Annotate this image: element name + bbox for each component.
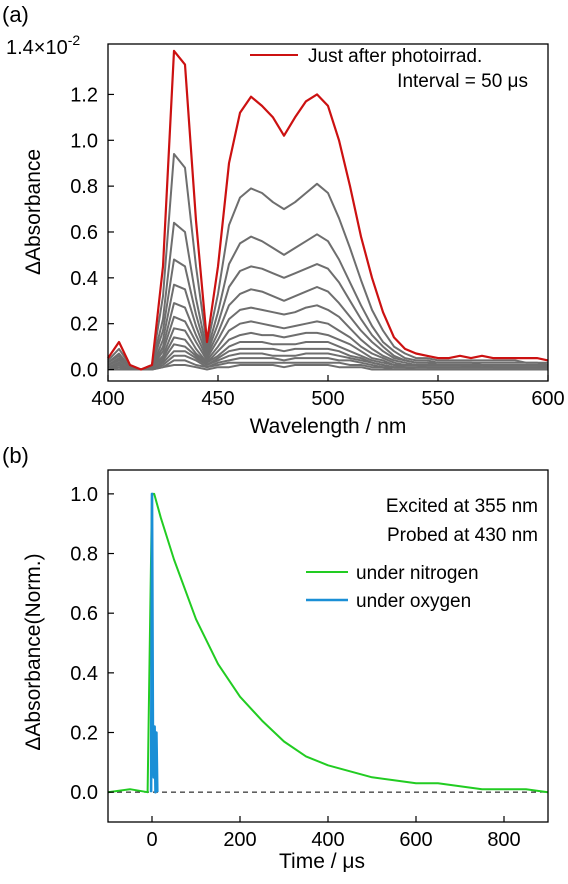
panel-a-series-initial [107,49,549,371]
b-y-tick-label-5: 1.0 [70,484,98,506]
panel-a-series-decay-11 [108,354,548,371]
panel-b-series-group [107,492,549,794]
panel-a-y-exponent-label: 1.4×10-2 [6,32,80,59]
panel-a-y-ticks: 0.0 0.2 0.4 0.6 0.8 1.0 1.2 [70,84,114,382]
panel-b-annotation-probed: Probed at 430 nm [387,525,538,546]
a-y-tick-label-1: 0.2 [70,314,98,336]
panel-b-label: (b) [2,443,29,468]
a-y-tick-label-6: 1.2 [70,84,98,106]
a-x-tick-label-4: 600 [531,388,564,410]
panel-b-legend-label-nitrogen: under nitrogen [356,563,479,584]
panel-a-x-axis-label: Wavelength / nm [250,415,407,438]
a-x-tick-label-2: 500 [311,388,344,410]
a-y-tick-label-2: 0.4 [70,268,98,290]
panel-b-x-ticks: 0 200 400 600 800 [146,816,521,851]
b-x-tick-label-1: 200 [223,829,256,851]
panel-a-chart: 400 450 500 550 600 0.0 0.2 0.4 0.6 0.8 1.0 1.2 1.… [6,32,565,438]
panel-a-series-decay-1 [107,153,548,371]
b-y-tick-label-0: 0.0 [70,782,98,804]
a-x-tick-label-0: 400 [91,388,124,410]
a-y-tick-label-3: 0.6 [70,222,98,244]
panel-b-y-axis-label: ΔAbsorbance(Norm.) [22,553,45,750]
b-x-tick-label-0: 0 [146,829,157,851]
a-x-tick-label-3: 550 [421,388,454,410]
b-y-tick-label-3: 0.6 [70,603,98,625]
panel-a-series-decay-6 [107,315,548,371]
panel-b-chart: 0 200 400 600 800 0.0 0.2 0.4 0.6 0.8 1.0 Time / … [22,469,549,873]
b-x-tick-label-2: 400 [311,829,344,851]
panel-a-label: (a) [2,2,29,27]
panel-a-interval-annotation: Interval = 50 μs [397,71,528,92]
a-x-tick-label-1: 450 [201,388,234,410]
panel-a-series-decay-4 [107,283,548,371]
a-y-tick-label-0: 0.0 [70,360,98,382]
panel-a-y-axis-label: ΔAbsorbance [22,149,45,275]
a-y-tick-label-4: 0.8 [70,176,98,198]
panel-b-y-ticks: 0.0 0.2 0.4 0.6 0.8 1.0 [70,484,114,804]
panel-a-series-group [107,49,549,371]
panel-a-series-decay-2 [107,221,549,371]
panel-a-x-ticks: 400 450 500 550 600 [91,375,565,410]
a-y-tick-label-5: 1.0 [70,130,98,152]
b-x-tick-label-4: 800 [487,829,520,851]
b-y-tick-label-1: 0.2 [70,723,98,745]
panel-a-legend-label: Just after photoirrad. [308,46,482,67]
b-y-tick-label-4: 0.8 [70,544,98,566]
b-x-tick-label-3: 600 [399,829,432,851]
panel-b-legend-label-oxygen: under oxygen [356,591,471,612]
panel-b-annotation-excited: Excited at 355 nm [386,496,538,517]
panel-b-series-oxygen [149,492,159,794]
b-y-tick-label-2: 0.4 [70,663,98,685]
panel-b-series-nitrogen [107,492,549,794]
panel-b-plot-frame [107,469,549,823]
panel-b-x-axis-label: Time / μs [279,850,365,873]
